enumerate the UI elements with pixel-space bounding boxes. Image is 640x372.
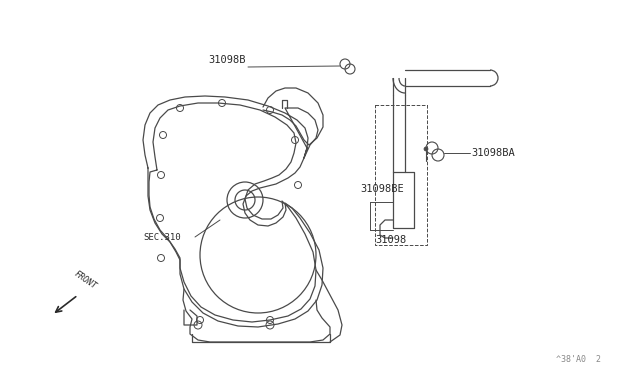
Text: 31098: 31098 <box>375 235 406 245</box>
Text: 31098BE: 31098BE <box>360 184 404 194</box>
Text: FRONT: FRONT <box>72 269 98 291</box>
Text: 31098B: 31098B <box>208 55 246 65</box>
Text: SEC.310: SEC.310 <box>143 233 180 242</box>
Circle shape <box>424 147 428 151</box>
Text: 31098BA: 31098BA <box>471 148 515 158</box>
Text: ^38'A0  2: ^38'A0 2 <box>556 355 601 364</box>
